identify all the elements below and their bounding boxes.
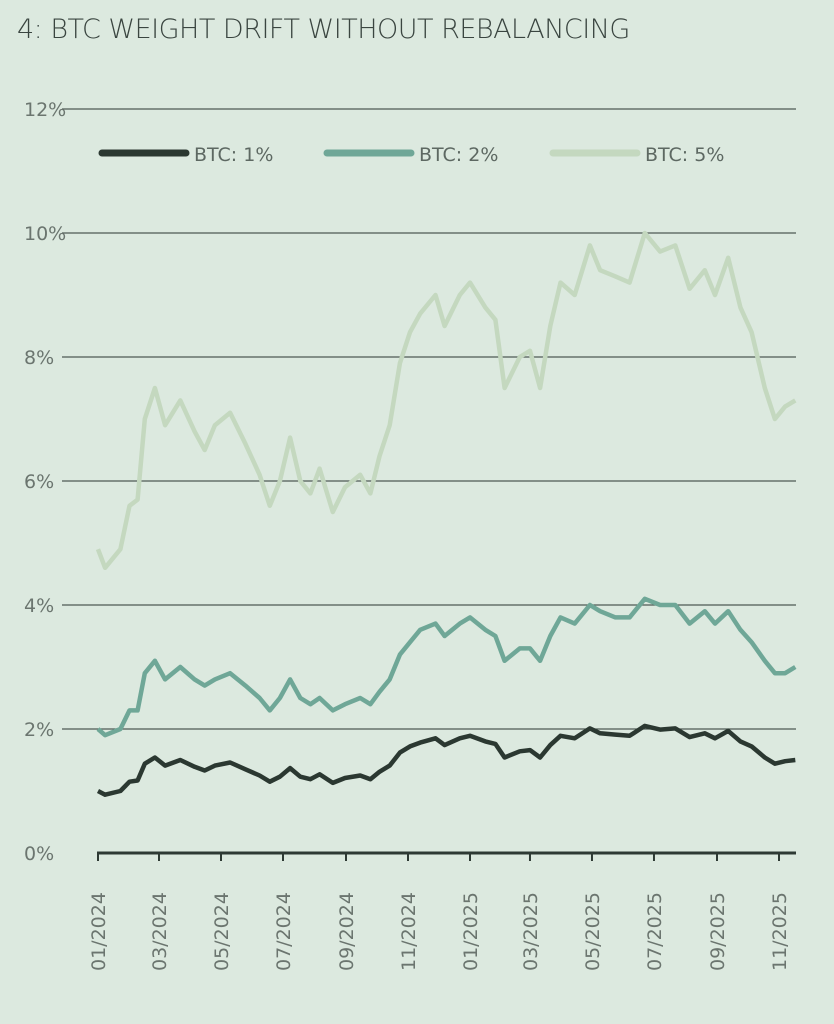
x-tick-label: 03/2025 xyxy=(520,892,542,971)
y-tick-label: 4% xyxy=(24,595,54,617)
x-tick-label: 11/2025 xyxy=(769,892,791,971)
x-tick-label: 01/2024 xyxy=(88,892,110,971)
x-tick-label: 07/2025 xyxy=(644,892,666,971)
series-line-3 xyxy=(95,230,797,571)
x-tick-label: 07/2024 xyxy=(273,892,295,971)
x-tick-label: 05/2025 xyxy=(582,892,604,971)
y-tick-label: 8% xyxy=(24,347,54,369)
y-tick-label: 12% xyxy=(24,99,66,121)
series-line-2 xyxy=(96,596,797,738)
x-tick-label: 05/2024 xyxy=(211,892,233,971)
y-tick-label: 10% xyxy=(24,223,66,245)
y-tick-label: 0% xyxy=(24,843,54,865)
legend-label: BTC: 2% xyxy=(419,144,498,166)
series-line-1 xyxy=(96,723,796,797)
x-tick-label: 09/2024 xyxy=(336,892,358,971)
x-tick-label: 09/2025 xyxy=(707,892,729,971)
x-tick-label: 01/2025 xyxy=(460,892,482,971)
legend-label: BTC: 1% xyxy=(194,144,273,166)
x-tick-label: 03/2024 xyxy=(149,892,171,971)
y-tick-label: 2% xyxy=(24,719,54,741)
x-tick-label: 11/2024 xyxy=(398,892,420,971)
legend-label: BTC: 5% xyxy=(645,144,724,166)
chart-title: 4: BTC WEIGHT DRIFT WITHOUT REBALANCING xyxy=(17,14,630,45)
y-tick-label: 6% xyxy=(24,471,54,493)
